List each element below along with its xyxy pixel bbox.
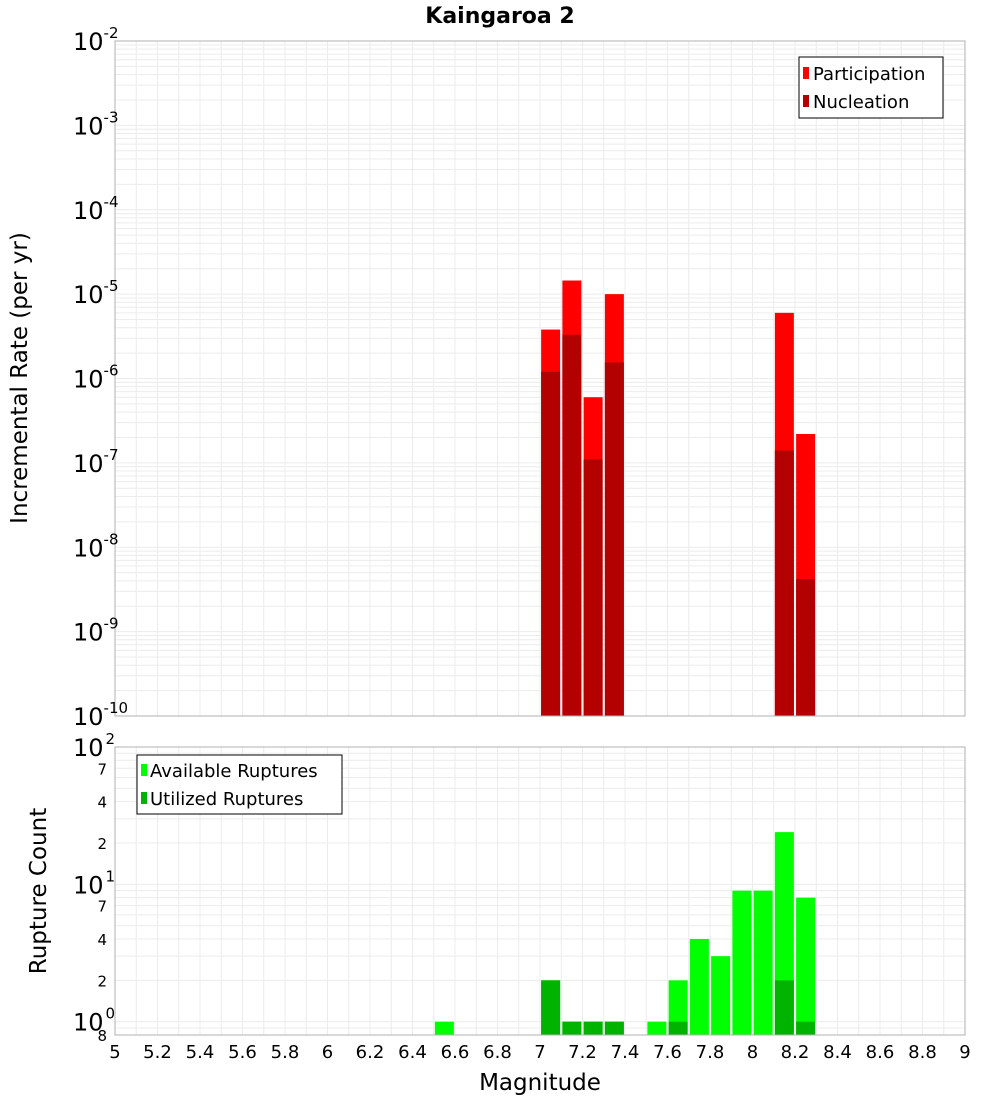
x-tick-label: 9 (959, 1042, 970, 1063)
x-tick-label: 7.4 (611, 1042, 640, 1063)
count-y-major-tick-label: 10 0 (73, 1005, 115, 1037)
rate-legend: Participation Nucleation (798, 56, 944, 119)
rate-y-tick-label: 10-7 (73, 446, 119, 478)
x-tick-labels: 5 5.2 5.4 5.6 5.8 6 6.2 6.4 6.6 6.8 7 7.2 7.4 7.6 7.8 8… (109, 1042, 970, 1063)
rate-y-tick-label: 10-3 (73, 108, 119, 140)
x-tick-label: 8.4 (823, 1042, 852, 1063)
utilized-ruptures-bar (562, 1021, 582, 1035)
x-tick-label: 6.4 (398, 1042, 427, 1063)
rate-y-tick-label: 10-6 (73, 362, 119, 394)
nucleation-legend-swatch (803, 95, 809, 107)
x-tick-label: 7 (534, 1042, 545, 1063)
nucleation-legend-label: Nucleation (813, 92, 909, 113)
x-tick-label: 6.6 (441, 1042, 470, 1063)
count-y-minor-tick-label: 4 (97, 931, 107, 949)
x-tick-label: 6.8 (483, 1042, 512, 1063)
x-tick-label: 8.8 (908, 1042, 937, 1063)
utilized-ruptures-bar (583, 1021, 603, 1035)
utilized-ruptures-bar (604, 1021, 624, 1035)
x-tick-label: 7.2 (568, 1042, 597, 1063)
available-legend-label: Available Ruptures (150, 761, 318, 782)
x-tick-label: 5 (109, 1042, 120, 1063)
rate-y-tick-label: 10-9 (73, 615, 119, 647)
x-tick-label: 5.4 (186, 1042, 215, 1063)
x-tick-label: 5.8 (271, 1042, 300, 1063)
count-y-minor-tick-label: 7 (97, 760, 107, 778)
x-tick-label: 8.6 (866, 1042, 895, 1063)
x-tick-label: 5.2 (143, 1042, 172, 1063)
utilized-ruptures-bar (668, 1021, 688, 1035)
count-y-major-tick-label: 10 1 (73, 867, 115, 899)
rate-y-axis-label: Incremental Rate (per yr) (7, 232, 33, 524)
participation-legend-swatch (803, 67, 809, 79)
x-tick-label: 8.2 (781, 1042, 810, 1063)
available-ruptures-bar (434, 1021, 454, 1035)
utilized-ruptures-bar (774, 980, 794, 1035)
available-ruptures-bar (689, 939, 709, 1035)
count-bars (434, 832, 816, 1035)
x-tick-label: 6.2 (356, 1042, 385, 1063)
rate-bars (541, 280, 816, 716)
available-ruptures-bar (796, 897, 816, 1035)
utilized-ruptures-bar (541, 980, 561, 1035)
rate-y-tick-label: 10-10 (73, 699, 128, 731)
available-ruptures-bar (647, 1021, 667, 1035)
nucleation-bar (796, 579, 816, 716)
available-ruptures-bar (711, 956, 731, 1035)
count-y-axis-label: Rupture Count (26, 808, 52, 974)
rate-y-tick-labels: 10-10 10-9 10-8 10-7 10-6 10-5 10-4 10-3 10-2 (73, 24, 128, 731)
count-y-minor-tick-label: 7 (97, 898, 107, 916)
x-tick-label: 8 (747, 1042, 758, 1063)
utilized-ruptures-bar (796, 1021, 816, 1035)
count-y-minor-tick-label: 2 (97, 972, 107, 990)
rate-y-tick-label: 10-5 (73, 277, 119, 309)
x-tick-label: 7.6 (653, 1042, 682, 1063)
nucleation-bar (562, 334, 582, 716)
rate-y-tick-label: 10-8 (73, 530, 119, 562)
nucleation-bar (541, 371, 561, 716)
x-axis-label: Magnitude (479, 1070, 601, 1096)
available-legend-swatch (141, 764, 147, 776)
count-legend: Available Ruptures Utilized Ruptures (136, 754, 343, 815)
available-ruptures-bar (732, 890, 752, 1035)
x-tick-label: 6 (322, 1042, 333, 1063)
utilized-legend-label: Utilized Ruptures (150, 789, 303, 810)
rate-panel: 10-10 10-9 10-8 10-7 10-6 10-5 10-4 10-3 10-2 In… (7, 24, 966, 731)
x-tick-label: 7.8 (696, 1042, 725, 1063)
rate-grid (114, 41, 966, 717)
count-y-major-tick-label: 10 2 (73, 730, 115, 762)
count-y-minor-tick-label: 8 (97, 1027, 107, 1045)
available-ruptures-bar (668, 980, 688, 1035)
chart-title: Kaingaroa 2 (425, 4, 574, 29)
nucleation-bar (583, 459, 603, 716)
available-ruptures-bar (753, 890, 773, 1035)
nucleation-bar (774, 450, 794, 716)
rate-y-tick-label: 10-4 (73, 193, 119, 225)
nucleation-bar (604, 362, 624, 716)
count-y-minor-tick-label: 4 (97, 794, 107, 812)
utilized-legend-swatch (141, 792, 147, 804)
x-tick-label: 5.6 (228, 1042, 257, 1063)
participation-legend-label: Participation (813, 64, 925, 85)
count-y-minor-tick-label: 2 (97, 835, 107, 853)
rate-y-tick-label: 10-2 (73, 24, 119, 56)
